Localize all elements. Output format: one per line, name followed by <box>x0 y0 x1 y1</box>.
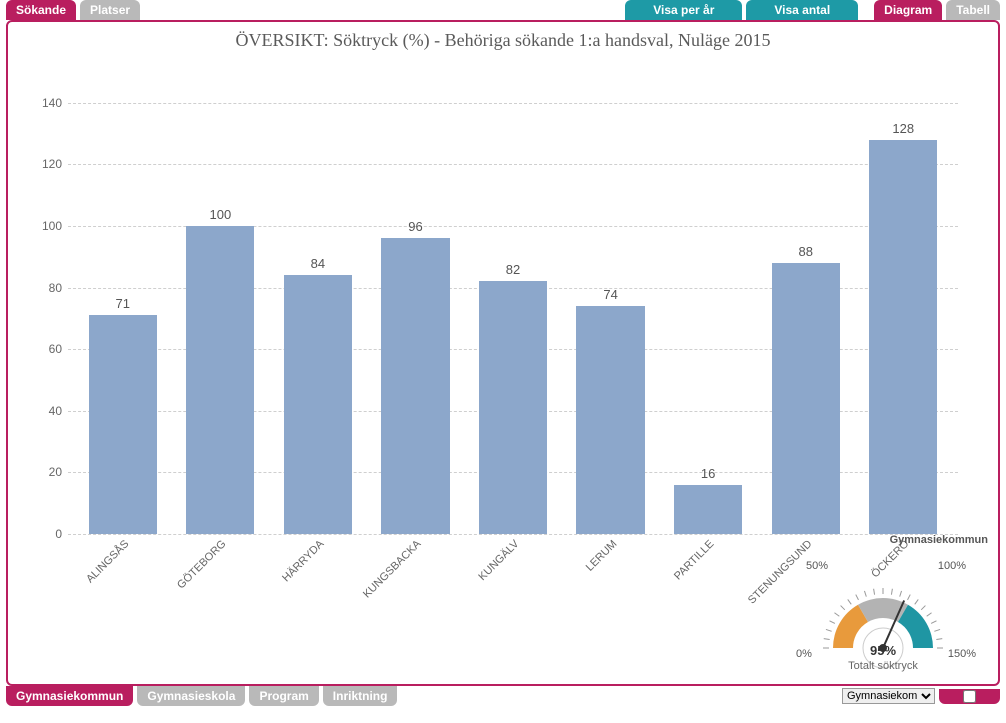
bar-slot: 100 <box>172 72 270 534</box>
bar-value-label: 82 <box>479 262 547 277</box>
top-tab-bar: Sökande Platser Visa per år Visa antal D… <box>0 0 1006 20</box>
bar-value-label: 16 <box>674 466 742 481</box>
bar: 71 <box>89 315 157 534</box>
gauge-label-q3: 100% <box>938 560 966 572</box>
bar-value-label: 88 <box>772 244 840 259</box>
gauge: 0% 50% 100% 150% 95% Totalt söktryck <box>788 548 978 678</box>
bar-value-label: 71 <box>89 296 157 311</box>
bar-slot: 74 <box>562 72 660 534</box>
y-tick-label: 0 <box>32 527 62 541</box>
bar: 100 <box>186 226 254 534</box>
bar-value-label: 96 <box>381 219 449 234</box>
bar: 88 <box>772 263 840 534</box>
footer-checkbox[interactable] <box>963 690 976 703</box>
tab-gymnasiekommun[interactable]: Gymnasiekommun <box>6 686 133 706</box>
x-axis-title: Gymnasiekommun <box>890 534 988 546</box>
chart-title: ÖVERSIKT: Söktryck (%) - Behöriga sökand… <box>8 30 998 51</box>
tab-gymnasieskola[interactable]: Gymnasieskola <box>137 686 245 706</box>
bar-slot: 16 <box>659 72 757 534</box>
x-tick-label: PARTILLE <box>672 538 717 583</box>
tab-inriktning[interactable]: Inriktning <box>323 686 398 706</box>
gauge-value: 95% <box>788 643 978 658</box>
tab-visa-antal[interactable]: Visa antal <box>746 0 858 20</box>
x-tick-label: KUNGSBACKA <box>361 538 424 601</box>
x-tick-label: ALINGSÅS <box>84 538 131 585</box>
y-tick-label: 80 <box>32 281 62 295</box>
gauge-caption: Totalt söktryck <box>788 660 978 672</box>
tab-program[interactable]: Program <box>249 686 318 706</box>
x-tick-label: GÖTEBORG <box>175 538 228 591</box>
tab-visa-per-ar[interactable]: Visa per år <box>625 0 742 20</box>
y-tick-label: 120 <box>32 157 62 171</box>
y-tick-label: 60 <box>32 342 62 356</box>
y-tick-label: 40 <box>32 404 62 418</box>
bar-slot: 71 <box>74 72 172 534</box>
bar-value-label: 128 <box>869 121 937 136</box>
bar: 84 <box>284 275 352 534</box>
chart-area: 020406080100120140 71100849682741688128 … <box>68 72 958 534</box>
gauge-label-q1: 50% <box>806 560 828 572</box>
y-tick-label: 140 <box>32 96 62 110</box>
footer-checkbox-wrap[interactable] <box>939 689 1000 704</box>
bar-slot: 128 <box>855 72 953 534</box>
footer-select[interactable]: Gymnasiekom <box>842 688 935 704</box>
bar-slot: 84 <box>269 72 367 534</box>
bar: 82 <box>479 281 547 534</box>
tab-platser[interactable]: Platser <box>80 0 140 20</box>
bar: 16 <box>674 485 742 534</box>
bar-slot: 82 <box>464 72 562 534</box>
y-tick-label: 100 <box>32 219 62 233</box>
bar-slot: 96 <box>367 72 465 534</box>
bar: 96 <box>381 238 449 534</box>
chart-frame: ÖVERSIKT: Söktryck (%) - Behöriga sökand… <box>6 20 1000 686</box>
x-tick-label: KUNGÄLV <box>476 538 521 583</box>
y-tick-label: 20 <box>32 465 62 479</box>
bar: 74 <box>576 306 644 534</box>
bar-value-label: 100 <box>186 207 254 222</box>
tab-diagram[interactable]: Diagram <box>874 0 942 20</box>
bar-slot: 88 <box>757 72 855 534</box>
x-tick-label: HÄRRYDA <box>280 538 326 584</box>
bottom-tab-bar: Gymnasiekommun Gymnasieskola Program Inr… <box>0 686 1006 706</box>
tab-sokande[interactable]: Sökande <box>6 0 76 20</box>
x-tick-label: LERUM <box>583 538 619 574</box>
bar-value-label: 74 <box>576 287 644 302</box>
bar-value-label: 84 <box>284 256 352 271</box>
bar: 128 <box>869 140 937 534</box>
tab-tabell[interactable]: Tabell <box>946 0 1000 20</box>
